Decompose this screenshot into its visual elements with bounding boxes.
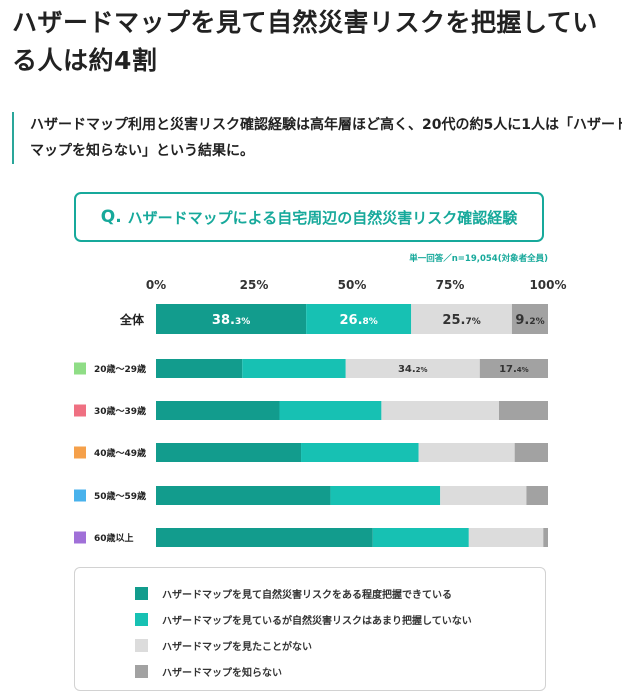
x-tick-label: 50%	[338, 278, 367, 292]
bar-segment	[242, 359, 346, 378]
bar-segment	[306, 304, 412, 334]
category-marker	[74, 362, 86, 375]
bar-segment	[279, 401, 382, 420]
bar-segment	[468, 528, 544, 547]
lead-text: ハザードマップ利用と災害リスク確認経験は高年層ほど高く、20代の約5人に1人は「…	[12, 112, 622, 164]
bar-segment	[381, 401, 499, 420]
legend-swatch	[135, 664, 148, 678]
category-label: 50歳～59歳	[94, 490, 146, 502]
category-label: 全体	[119, 312, 145, 327]
data-label: 34.2%	[398, 364, 428, 375]
category-marker	[74, 404, 86, 417]
data-label: 9.2%	[515, 313, 544, 328]
x-tick-label: 0%	[146, 278, 166, 292]
question-prefix: Q.	[100, 207, 122, 227]
stacked-bar-chart: 0% 25% 50% 75% 100% 全体 38.3% 26.8% 25.7% 9.2% 20歳～…	[74, 278, 567, 547]
bar-segment	[499, 401, 548, 420]
category-label: 40歳～49歳	[94, 447, 146, 459]
legend-swatch	[135, 638, 148, 652]
bar-segment	[411, 304, 512, 334]
bar-segment	[526, 486, 548, 505]
legend-label: ハザードマップを見たことがない	[162, 641, 312, 653]
x-tick-label: 25%	[240, 278, 269, 292]
data-label: 25.7%	[442, 313, 480, 328]
data-label: 38.3%	[212, 313, 250, 328]
legend-swatch	[135, 612, 148, 626]
sample-note: 単一回答／n=19,054(対象者全員)	[409, 254, 548, 264]
category-label: 60歳以上	[94, 532, 134, 544]
question-title-box: Q. ハザードマップによる自宅周辺の自然災害リスク確認経験	[74, 192, 544, 242]
bar-segment	[479, 359, 548, 378]
legend-label: ハザードマップを見て自然災害リスクをある程度把握できている	[162, 589, 452, 601]
bar-segment	[514, 443, 548, 462]
category-marker	[74, 489, 86, 502]
bar-segment	[156, 304, 307, 334]
bar-segment	[301, 443, 419, 462]
bar-segment	[330, 486, 441, 505]
chart-legend: ハザードマップを見て自然災害リスクをある程度把握できている ハザードマップを見て…	[74, 567, 546, 691]
legend-swatch	[135, 586, 148, 600]
question-text: ハザードマップによる自宅周辺の自然災害リスク確認経験	[127, 208, 518, 227]
data-label: 26.8%	[340, 313, 378, 328]
bar-segment	[156, 443, 302, 462]
bar-segment	[372, 528, 469, 547]
bar-segment	[156, 401, 280, 420]
legend-item-understood: ハザードマップを見て自然災害リスクをある程度把握できている	[135, 580, 545, 606]
legend-item-not-understood: ハザードマップを見ているが自然災害リスクはあまり把握していない	[135, 606, 545, 632]
bar-segment	[345, 359, 480, 378]
legend-label: ハザードマップを見ているが自然災害リスクはあまり把握していない	[162, 615, 472, 627]
bar-segment	[543, 528, 548, 547]
bar-segment	[511, 304, 548, 334]
bar-segment	[440, 486, 527, 505]
legend-item-unknown: ハザードマップを知らない	[135, 658, 545, 684]
x-tick-label: 100%	[529, 278, 566, 292]
legend-label: ハザードマップを知らない	[162, 667, 282, 679]
x-tick-label: 75%	[436, 278, 465, 292]
bar-segment	[156, 528, 373, 547]
legend-item-never-seen: ハザードマップを見たことがない	[135, 632, 545, 658]
category-marker	[74, 531, 86, 544]
category-label: 20歳～29歳	[94, 363, 146, 375]
category-label: 30歳～39歳	[94, 405, 146, 417]
bar-segment	[418, 443, 515, 462]
bar-segment	[156, 486, 331, 505]
category-marker	[74, 446, 86, 459]
bar-segment	[156, 359, 243, 378]
page-headline: ハザードマップを見て自然災害リスクを把握している人は約4割	[12, 8, 598, 75]
data-label: 17.4%	[499, 364, 529, 375]
